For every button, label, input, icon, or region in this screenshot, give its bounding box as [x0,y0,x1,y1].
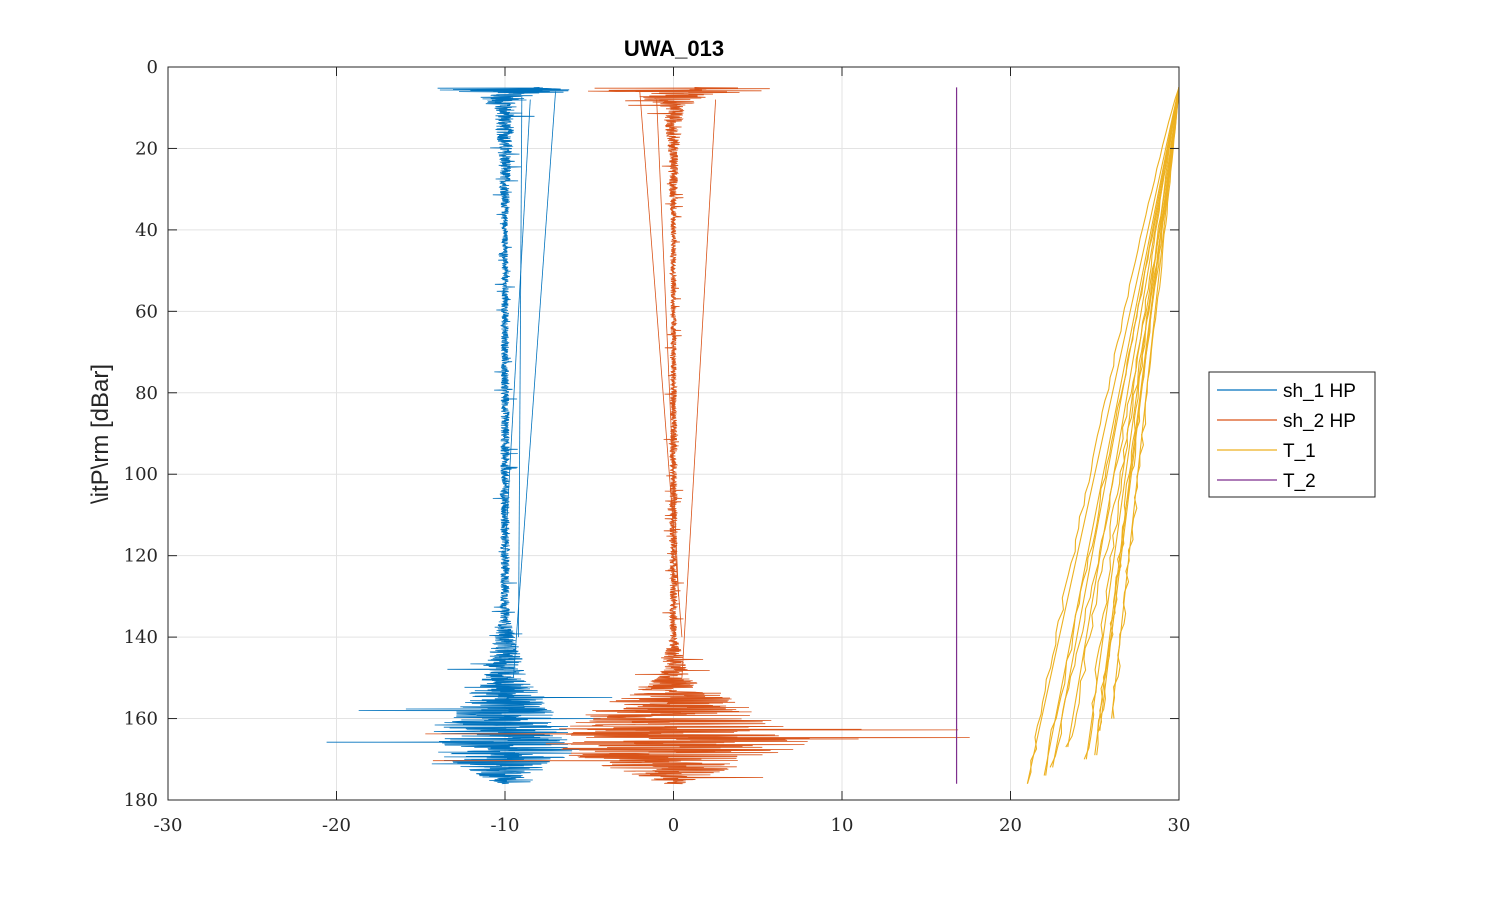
legend-label: sh_1 HP [1283,381,1356,402]
y-tick-label: 120 [124,546,158,567]
x-tick-label: -10 [491,815,520,836]
legend-label: sh_2 HP [1283,411,1356,432]
y-tick-label: 180 [124,790,158,811]
series-cast-line [513,91,556,678]
y-tick-label: 140 [124,627,158,648]
y-tick-label: 100 [124,464,158,485]
y-tick-label: 0 [147,57,158,78]
series-cast-line [656,99,679,597]
temperature-profile [1065,87,1179,748]
y-tick-label: 160 [124,709,158,730]
series-cast-line [639,91,683,638]
series-t_1 [1026,87,1179,784]
y-tick-label: 20 [135,138,158,159]
series-trace [425,87,970,785]
legend-box [1208,371,1376,498]
series-trace [326,87,651,785]
temperature-cast-line [1111,87,1179,719]
series-cast-line [504,99,531,556]
series-sh_1-hp [326,87,651,785]
y-axis-label: \itP\rm [dBar] [87,364,114,504]
x-tick-label: 10 [831,815,854,836]
temperature-profile [1097,87,1179,731]
ticks: -30 -20 -10 0 10 20 30 0 20 40 60 80 100 120 140 160 180 [124,57,1191,836]
x-tick-label: -20 [322,815,351,836]
legend: sh_1 HP sh_2 HP T_1 T_2 [1208,371,1376,498]
x-tick-label: 0 [668,815,679,836]
temperature-cast-line [1067,87,1179,748]
temperature-cast-line [1026,87,1179,784]
chart-title: UWA_013 [624,36,724,61]
series-layer [326,87,1179,785]
x-tick-label: -30 [154,815,183,836]
y-tick-label: 40 [135,220,158,241]
x-tick-label: 30 [1168,815,1191,836]
temperature-cast-line [1043,87,1179,776]
series-sh_2-hp [425,87,970,785]
temperature-profile [1026,87,1179,784]
series-cast-line [681,99,717,678]
x-tick-label: 20 [999,815,1022,836]
legend-label: T_2 [1283,471,1316,492]
temperature-cast-line [1099,87,1179,731]
y-tick-label: 60 [135,301,158,322]
series-cast-line [518,95,523,638]
temperature-cast-line [1052,87,1179,768]
legend-label: T_1 [1283,441,1316,462]
y-tick-label: 80 [135,383,158,404]
